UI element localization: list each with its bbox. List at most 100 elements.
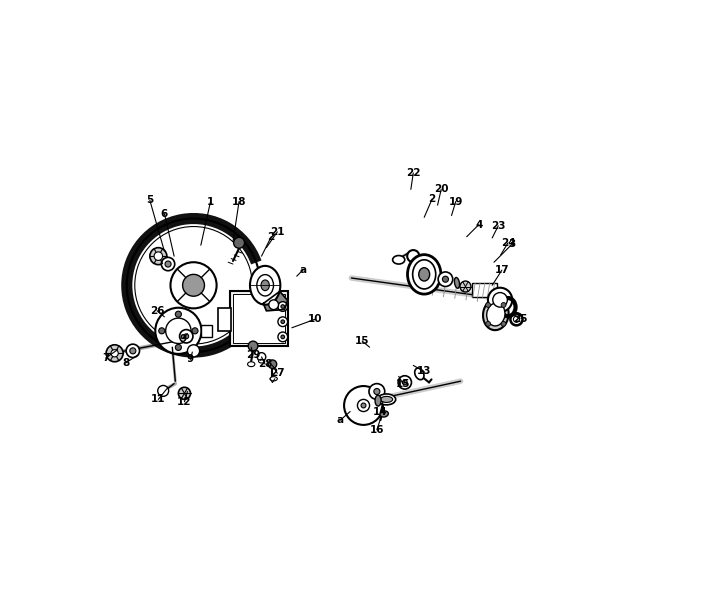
Text: 20: 20: [434, 185, 449, 194]
Circle shape: [175, 344, 182, 350]
Ellipse shape: [483, 299, 509, 330]
Circle shape: [166, 318, 191, 344]
Text: 4: 4: [475, 220, 483, 229]
Text: 26: 26: [150, 306, 164, 316]
Circle shape: [460, 281, 471, 292]
Ellipse shape: [377, 394, 395, 405]
Circle shape: [486, 322, 491, 327]
Text: a: a: [300, 265, 306, 275]
Circle shape: [281, 320, 284, 324]
Text: 3: 3: [509, 239, 516, 249]
Text: 2: 2: [268, 232, 275, 242]
Circle shape: [501, 302, 506, 307]
Ellipse shape: [419, 268, 430, 281]
Text: 18: 18: [232, 197, 246, 206]
Ellipse shape: [408, 254, 441, 294]
Text: 25: 25: [513, 314, 527, 324]
Text: 6: 6: [161, 209, 168, 219]
Circle shape: [188, 345, 200, 357]
Text: 21: 21: [270, 227, 284, 237]
Bar: [230, 291, 288, 346]
Circle shape: [278, 302, 288, 311]
Circle shape: [344, 386, 383, 425]
Text: 9: 9: [187, 354, 194, 364]
Circle shape: [233, 237, 244, 248]
Ellipse shape: [248, 362, 255, 367]
Ellipse shape: [375, 395, 381, 406]
Ellipse shape: [261, 280, 269, 291]
Circle shape: [156, 308, 201, 354]
Text: 8: 8: [122, 358, 129, 368]
Circle shape: [165, 261, 171, 267]
Circle shape: [158, 385, 169, 396]
Circle shape: [106, 345, 123, 362]
Circle shape: [374, 388, 380, 395]
Circle shape: [170, 262, 217, 308]
Text: 24: 24: [501, 238, 515, 248]
Text: 5: 5: [146, 195, 153, 205]
Circle shape: [443, 276, 449, 282]
Bar: [201, 325, 212, 337]
Circle shape: [361, 403, 366, 408]
Circle shape: [178, 387, 190, 399]
Bar: [218, 308, 231, 331]
Circle shape: [402, 380, 407, 385]
Ellipse shape: [413, 260, 435, 289]
Text: 15: 15: [355, 336, 369, 346]
Text: 27: 27: [270, 368, 284, 378]
Circle shape: [126, 344, 140, 358]
Text: 23: 23: [491, 221, 505, 231]
Circle shape: [486, 302, 491, 307]
Text: 2: 2: [428, 194, 435, 204]
Circle shape: [278, 332, 288, 342]
Text: 12: 12: [177, 397, 192, 407]
Ellipse shape: [380, 396, 393, 402]
Text: 9: 9: [179, 334, 186, 344]
Circle shape: [501, 322, 506, 327]
Circle shape: [161, 257, 174, 271]
Ellipse shape: [257, 274, 273, 296]
Text: a: a: [337, 415, 344, 425]
Circle shape: [269, 300, 278, 310]
Circle shape: [248, 341, 258, 351]
Circle shape: [407, 250, 419, 262]
Text: 16: 16: [369, 425, 384, 435]
Text: 29: 29: [246, 350, 260, 360]
Ellipse shape: [259, 359, 265, 363]
Bar: [233, 294, 284, 343]
Text: 17: 17: [494, 265, 509, 275]
Circle shape: [182, 274, 204, 296]
Circle shape: [111, 350, 119, 357]
Circle shape: [358, 399, 369, 412]
Circle shape: [180, 330, 193, 343]
Circle shape: [150, 248, 166, 265]
Text: 19: 19: [449, 197, 463, 206]
Ellipse shape: [486, 303, 505, 326]
Circle shape: [257, 353, 266, 361]
Text: 1: 1: [207, 197, 214, 206]
Ellipse shape: [393, 256, 405, 264]
Circle shape: [488, 288, 513, 312]
Circle shape: [281, 305, 284, 308]
Circle shape: [278, 317, 288, 327]
Text: 11: 11: [151, 395, 166, 404]
Circle shape: [192, 328, 198, 334]
Circle shape: [175, 311, 182, 317]
Text: 7: 7: [102, 353, 109, 363]
Circle shape: [158, 328, 165, 334]
Circle shape: [398, 376, 411, 389]
Circle shape: [281, 335, 284, 339]
Ellipse shape: [454, 277, 459, 288]
Ellipse shape: [414, 368, 424, 380]
Circle shape: [154, 252, 163, 260]
Circle shape: [438, 272, 453, 287]
Text: 28: 28: [258, 359, 273, 369]
Circle shape: [184, 334, 189, 339]
Polygon shape: [263, 291, 288, 311]
Ellipse shape: [380, 411, 388, 417]
Text: 13: 13: [417, 367, 431, 376]
Circle shape: [493, 293, 507, 307]
Bar: [472, 283, 497, 297]
Text: 15: 15: [395, 379, 410, 388]
Circle shape: [369, 384, 385, 399]
